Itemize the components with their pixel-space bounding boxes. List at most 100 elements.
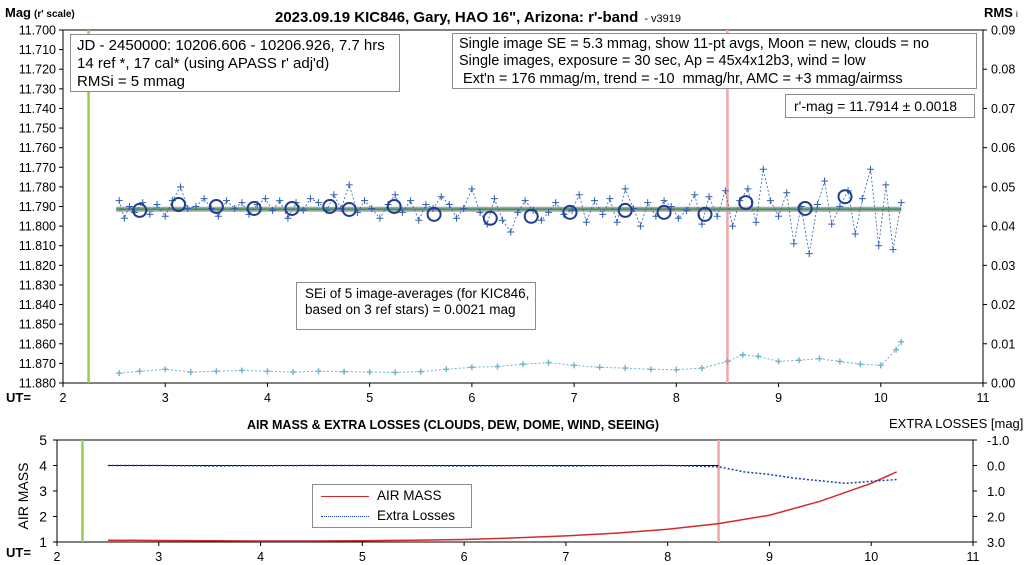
rmsi-point xyxy=(796,357,802,364)
rmsi-point xyxy=(238,367,245,374)
y2-tick-label: 0.02 xyxy=(991,298,1015,312)
rmsi-line xyxy=(119,341,902,374)
y-tick-label: 11.710 xyxy=(19,43,56,57)
single-image-point xyxy=(120,214,128,222)
x-tick-label: 10 xyxy=(874,391,888,405)
x-tick-label: 7 xyxy=(571,391,578,405)
average-point xyxy=(132,202,148,218)
x-tick-label: 6 xyxy=(468,391,475,405)
single-image-point xyxy=(752,218,760,226)
y-tick-label: 11.700 xyxy=(19,24,56,38)
y2-tick-label: 0.01 xyxy=(991,337,1015,351)
single-image-point xyxy=(177,183,185,191)
single-image-point xyxy=(146,210,154,218)
single-image-point xyxy=(744,185,752,193)
single-image-point xyxy=(468,185,476,193)
single-image-point xyxy=(269,206,277,214)
single-image-point xyxy=(613,218,621,226)
single-image-point xyxy=(606,195,614,203)
y2-tick-label: 0.04 xyxy=(991,220,1015,234)
top-xlabel: UT= xyxy=(6,390,31,405)
rmsi-point xyxy=(264,368,271,375)
rmsi-point xyxy=(775,358,782,365)
bottom-ylabel: AIR MASS xyxy=(15,463,31,530)
x-tick-label: 6 xyxy=(461,550,468,564)
legend-item-airmass: AIR MASS xyxy=(321,487,442,505)
y2-tick-label: 0.03 xyxy=(991,259,1015,273)
rmsi-point xyxy=(213,368,220,375)
single-image-point xyxy=(821,177,829,185)
y-tick-label: 3 xyxy=(39,483,47,499)
single-image-point xyxy=(545,208,553,216)
y2-tick-label: 2.0 xyxy=(987,510,1005,525)
single-image-point xyxy=(437,193,445,201)
single-image-point xyxy=(660,197,668,205)
x-tick-label: 5 xyxy=(359,550,366,564)
average-point xyxy=(386,199,402,214)
rmsi-point xyxy=(136,368,143,375)
single-image-point xyxy=(161,212,169,220)
x-tick-label: 4 xyxy=(257,550,264,564)
single-image-point xyxy=(644,199,652,207)
legend-label-extra-losses: Extra Losses xyxy=(377,507,456,523)
y-tick-label: 11.770 xyxy=(19,161,56,175)
average-point xyxy=(208,199,224,214)
single-image-point xyxy=(713,212,721,220)
rmsi-point xyxy=(836,358,843,365)
single-image-point xyxy=(897,199,905,207)
single-image-point xyxy=(674,214,682,222)
single-image-point xyxy=(445,201,453,209)
single-image-point xyxy=(315,199,323,207)
rmsi-point xyxy=(162,366,169,373)
single-image-point xyxy=(775,212,783,220)
rmsi-point xyxy=(596,364,603,371)
single-image-point xyxy=(368,204,376,212)
y-tick-label: 2 xyxy=(39,509,47,525)
single-image-point xyxy=(376,214,384,222)
single-image-point xyxy=(231,204,239,212)
y-tick-label: 11.870 xyxy=(19,357,56,371)
single-image-point xyxy=(851,230,859,238)
y-tick-label: 11.790 xyxy=(19,200,56,214)
mag-result-box: r'-mag = 11.7914 ± 0.0018 xyxy=(785,94,975,118)
y-tick-label: 11.760 xyxy=(19,141,56,155)
single-image-point xyxy=(759,165,767,173)
average-point xyxy=(837,189,853,205)
rmsi-point xyxy=(520,361,526,368)
info-line-2: Single images, exposure = 30 sec, Ap = 4… xyxy=(459,53,866,70)
y2-tick-label: 0.07 xyxy=(991,102,1015,116)
single-image-point xyxy=(284,214,292,222)
single-image-point xyxy=(184,204,192,212)
sei-line-1: SEi of 5 image-averages (for KIC846, xyxy=(305,286,530,301)
bottom-y2label: EXTRA LOSSES [mag] xyxy=(889,416,1023,431)
single-image-point xyxy=(238,199,246,207)
single-image-point xyxy=(537,216,545,224)
average-point xyxy=(322,199,338,214)
average-point xyxy=(171,197,187,213)
single-image-point xyxy=(705,193,713,201)
single-image-point xyxy=(858,195,866,203)
y-tick-label: 11.740 xyxy=(19,102,56,116)
rmsi-point xyxy=(443,366,450,373)
single-image-point xyxy=(499,216,507,224)
y2-tick-label: -1.0 xyxy=(987,433,1009,448)
single-image-point xyxy=(415,216,423,224)
average-point xyxy=(562,204,578,220)
single-image-point xyxy=(507,228,515,236)
x-tick-label: 11 xyxy=(977,391,990,405)
single-image-point xyxy=(261,195,269,203)
single-image-point xyxy=(422,201,430,209)
single-image-point xyxy=(575,191,583,199)
y2-tick-label: 0.08 xyxy=(991,63,1015,77)
y2-tick-label: 0.05 xyxy=(991,180,1015,194)
rmsi-point xyxy=(571,362,578,369)
bottom-chart-title: AIR MASS & EXTRA LOSSES (CLOUDS, DEW, DO… xyxy=(247,418,659,432)
single-image-point xyxy=(599,210,607,218)
rmsi-point xyxy=(893,346,900,353)
rmsi-point xyxy=(545,359,552,366)
rmsi-line: RMSi = 5 mmag xyxy=(77,73,185,90)
y-tick-label: 11.830 xyxy=(19,278,56,292)
average-point xyxy=(523,208,539,224)
single-image-point xyxy=(637,222,645,230)
single-image-point xyxy=(214,212,222,220)
